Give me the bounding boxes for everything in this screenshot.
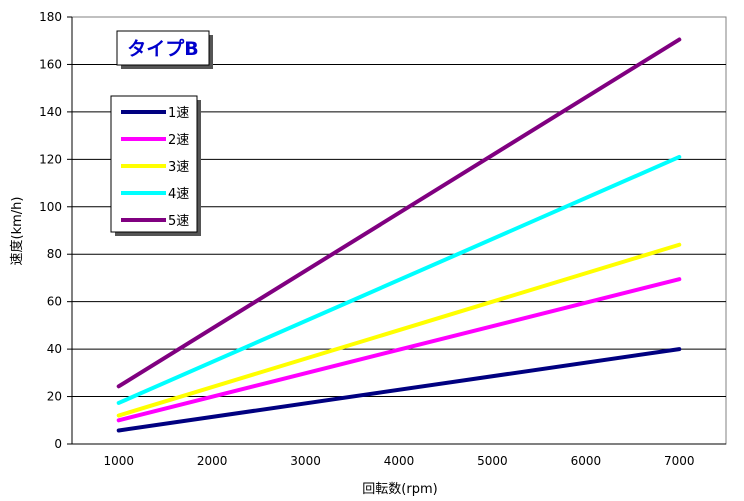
- y-tick-label: 40: [47, 342, 62, 356]
- chart-title: タイプB: [127, 37, 198, 60]
- legend-label: 1速: [168, 106, 189, 121]
- x-axis-ticks: 1000 2000 3000 4000 5000 6000 7000: [103, 454, 694, 468]
- y-tick-label: 100: [39, 200, 62, 214]
- x-tick-label: 4000: [384, 454, 415, 468]
- legend-label: 3速: [168, 160, 189, 175]
- y-tick-label: 140: [39, 105, 62, 119]
- x-tick-label: 7000: [664, 454, 695, 468]
- legend-item: 3速: [121, 160, 189, 175]
- series-line-3: [116, 242, 682, 418]
- y-tick-label: 60: [47, 295, 62, 309]
- x-tick-label: 6000: [571, 454, 602, 468]
- legend-item: 4速: [121, 187, 189, 202]
- legend-label: 4速: [168, 187, 189, 202]
- title-frame: [116, 30, 210, 66]
- legend-item: 1速: [121, 106, 189, 121]
- y-axis-title: 速度(km/h): [9, 197, 25, 266]
- legend-label: 2速: [168, 133, 189, 148]
- series-line-4: [116, 154, 682, 405]
- series-line-1: [116, 347, 682, 433]
- legend-item: 5速: [121, 214, 189, 229]
- legend: 1速 2速 3速 4速 5速: [110, 95, 201, 236]
- y-tick-label: 0: [54, 437, 62, 451]
- x-axis-title: 回転数(rpm): [362, 482, 437, 497]
- y-axis-ticks: 0 20 40 60 80 100 120 140 160 180: [39, 10, 726, 451]
- series-line-5: [116, 37, 682, 389]
- y-tick-label: 120: [39, 152, 62, 166]
- y-tick-label: 160: [39, 57, 62, 71]
- legend-item: 2速: [121, 133, 189, 148]
- series-line-2: [116, 277, 682, 423]
- y-tick-label: 20: [47, 390, 62, 404]
- y-tick-label: 80: [47, 247, 62, 261]
- y-tick-label: 180: [39, 10, 62, 24]
- x-tick-label: 2000: [197, 454, 228, 468]
- series-lines: [116, 37, 682, 433]
- chart-title-box: タイプB: [116, 30, 213, 69]
- x-tick-label: 1000: [103, 454, 134, 468]
- x-tick-label: 5000: [477, 454, 508, 468]
- legend-label: 5速: [168, 214, 189, 229]
- x-tick-label: 3000: [290, 454, 321, 468]
